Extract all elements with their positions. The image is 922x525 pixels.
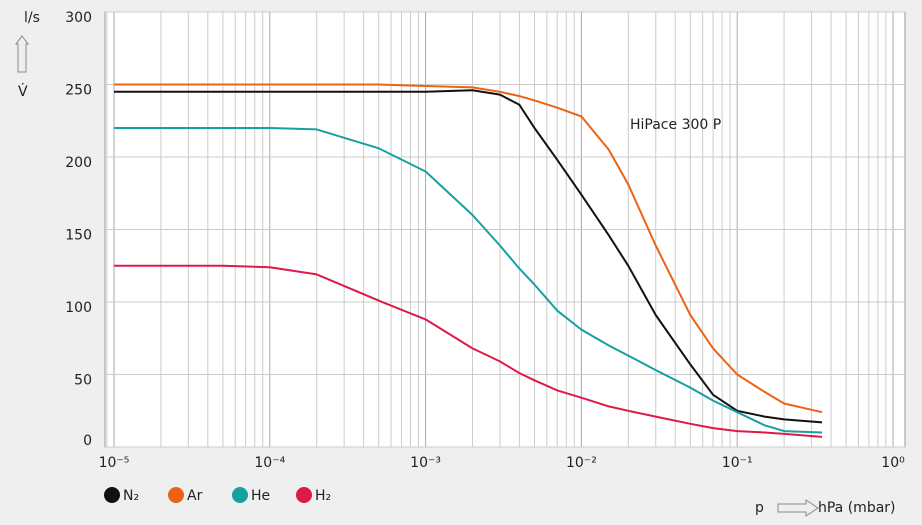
y-tick-label: 300 bbox=[65, 10, 92, 26]
legend-label: Ar bbox=[187, 488, 203, 504]
y-tick-label: 100 bbox=[65, 300, 92, 316]
y-tick-label: 50 bbox=[74, 373, 92, 389]
y-axis-symbol: V̇ bbox=[18, 83, 28, 100]
series-line bbox=[114, 264, 823, 438]
x-axis-symbol: p bbox=[755, 500, 764, 516]
legend-label: N₂ bbox=[123, 488, 139, 504]
annotation: HiPace 300 P bbox=[630, 117, 721, 133]
legend-swatch bbox=[296, 487, 312, 503]
series-line bbox=[114, 89, 823, 424]
y-tick-label: 250 bbox=[65, 83, 92, 99]
y-tick-label: 150 bbox=[65, 228, 92, 244]
x-tick-label: 10⁻³ bbox=[410, 455, 441, 471]
legend-swatch bbox=[232, 487, 248, 503]
x-axis-arrow bbox=[777, 499, 819, 517]
y-tick-label: 200 bbox=[65, 155, 92, 171]
x-tick-label: 10⁰ bbox=[881, 455, 905, 471]
x-tick-label: 10⁻⁵ bbox=[99, 455, 130, 471]
x-tick-label: 10⁻² bbox=[566, 455, 597, 471]
legend-label: H₂ bbox=[315, 488, 331, 504]
series-line bbox=[114, 83, 823, 414]
y-axis-label: l/s bbox=[24, 10, 40, 26]
legend-label: He bbox=[251, 488, 270, 504]
y-tick-label: 0 bbox=[83, 433, 92, 449]
x-tick-label: 10⁻⁴ bbox=[254, 455, 285, 471]
x-axis-unit: hPa (mbar) bbox=[818, 500, 896, 516]
x-tick-label: 10⁻¹ bbox=[722, 455, 753, 471]
y-axis-arrow bbox=[15, 35, 29, 73]
legend-swatch bbox=[168, 487, 184, 503]
legend-swatch bbox=[104, 487, 120, 503]
series-line bbox=[114, 127, 823, 434]
